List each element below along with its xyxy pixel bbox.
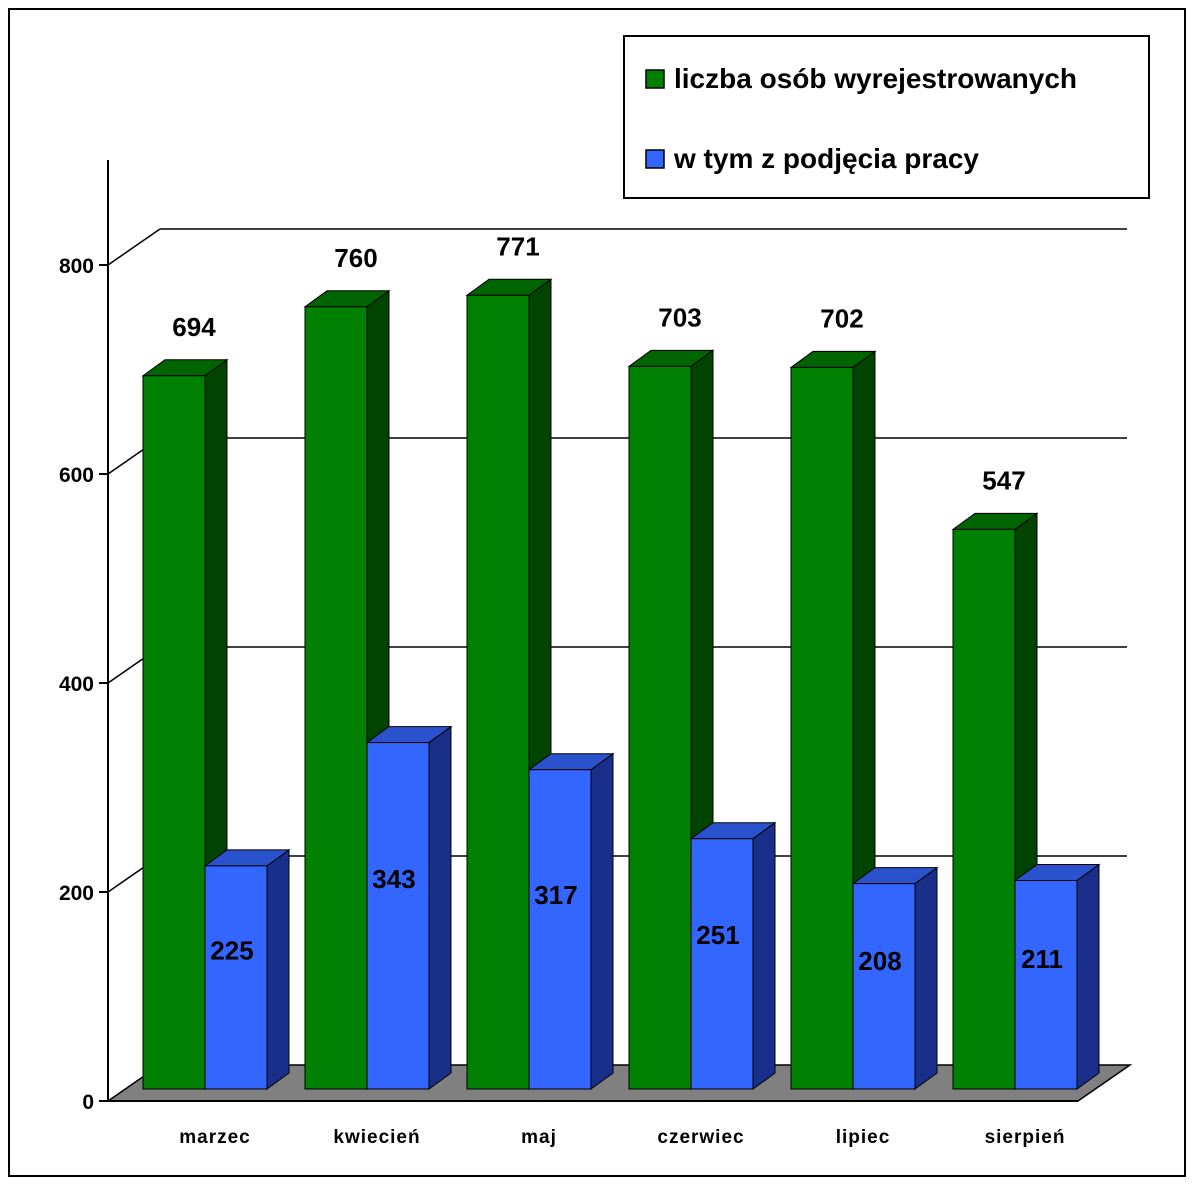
bar-front bbox=[952, 528, 1016, 1090]
bar-side bbox=[1076, 863, 1100, 1090]
bar-front bbox=[466, 294, 530, 1090]
y-tick-label-4: 800 bbox=[59, 255, 94, 278]
y-tick-label-1: 200 bbox=[59, 882, 94, 905]
x-tick-label-2: kwiecień bbox=[333, 1127, 420, 1148]
x-tick-label-6: sierpień bbox=[985, 1127, 1066, 1148]
bar-front bbox=[366, 742, 430, 1090]
x-tick-label-1: marzec bbox=[179, 1127, 251, 1148]
legend-swatch-series-1 bbox=[645, 69, 665, 89]
data-label-1-4: 703 bbox=[658, 302, 701, 332]
bar-side bbox=[428, 725, 452, 1090]
legend-box bbox=[623, 35, 1150, 199]
grid-diag-4 bbox=[107, 228, 161, 266]
data-label-2-1: 225 bbox=[210, 936, 253, 966]
bar-front bbox=[628, 365, 692, 1090]
data-label-2-2: 343 bbox=[372, 864, 415, 894]
bar-side bbox=[752, 821, 776, 1090]
bar-front bbox=[690, 838, 754, 1090]
data-label-1-2: 760 bbox=[334, 243, 377, 273]
legend-label-series-2: w tym z podjęcia pracy bbox=[673, 143, 979, 174]
data-label-2-6: 211 bbox=[1021, 944, 1063, 974]
x-tick-label-3: maj bbox=[521, 1127, 557, 1148]
data-label-1-3: 771 bbox=[496, 231, 539, 261]
bar-side bbox=[266, 848, 290, 1090]
data-label-1-1: 694 bbox=[172, 312, 216, 342]
y-tick-label-2: 400 bbox=[59, 673, 94, 696]
data-label-1-6: 547 bbox=[982, 465, 1025, 495]
bar-front bbox=[852, 883, 916, 1090]
axis-layer: 0 200 400 600 800 marzec kwiecień maj czerwiec li… bbox=[59, 160, 1078, 1148]
bar-front bbox=[304, 306, 368, 1090]
data-label-2-3: 317 bbox=[534, 880, 577, 910]
bar-1-6 bbox=[951, 512, 1039, 1090]
x-tick-label-5: lipiec bbox=[836, 1127, 891, 1148]
bar-2-2 bbox=[365, 725, 453, 1090]
legend: liczba osób wyrejestrowanych w tym z pod… bbox=[623, 35, 1150, 199]
bar-2-1 bbox=[203, 848, 291, 1090]
y-tick-label-0: 0 bbox=[82, 1091, 94, 1114]
x-tick-label-4: czerwiec bbox=[657, 1127, 744, 1148]
data-label-1-5: 702 bbox=[820, 303, 863, 333]
bar-front bbox=[1014, 880, 1078, 1090]
bar-front bbox=[790, 366, 854, 1090]
bar-side bbox=[914, 866, 938, 1090]
bar-2-3 bbox=[527, 752, 615, 1090]
bar-front bbox=[142, 375, 206, 1090]
bar-2-5 bbox=[851, 866, 939, 1090]
data-label-2-5: 208 bbox=[858, 946, 901, 976]
data-label-2-4: 251 bbox=[696, 920, 739, 950]
bar-1-1 bbox=[141, 358, 229, 1090]
bar-side bbox=[590, 752, 614, 1090]
bars-layer bbox=[141, 278, 1101, 1090]
bar-2-4 bbox=[689, 821, 777, 1090]
bar-2-6 bbox=[1013, 863, 1101, 1090]
legend-label-series-1: liczba osób wyrejestrowanych bbox=[674, 63, 1077, 94]
bar-front bbox=[528, 769, 592, 1090]
labels-layer: 694 225 760 343 771 317 703 251 702 208 547 211 bbox=[172, 231, 1063, 976]
legend-swatch-series-2 bbox=[645, 149, 665, 169]
y-tick-label-3: 600 bbox=[59, 464, 94, 487]
bar-front bbox=[204, 865, 268, 1090]
